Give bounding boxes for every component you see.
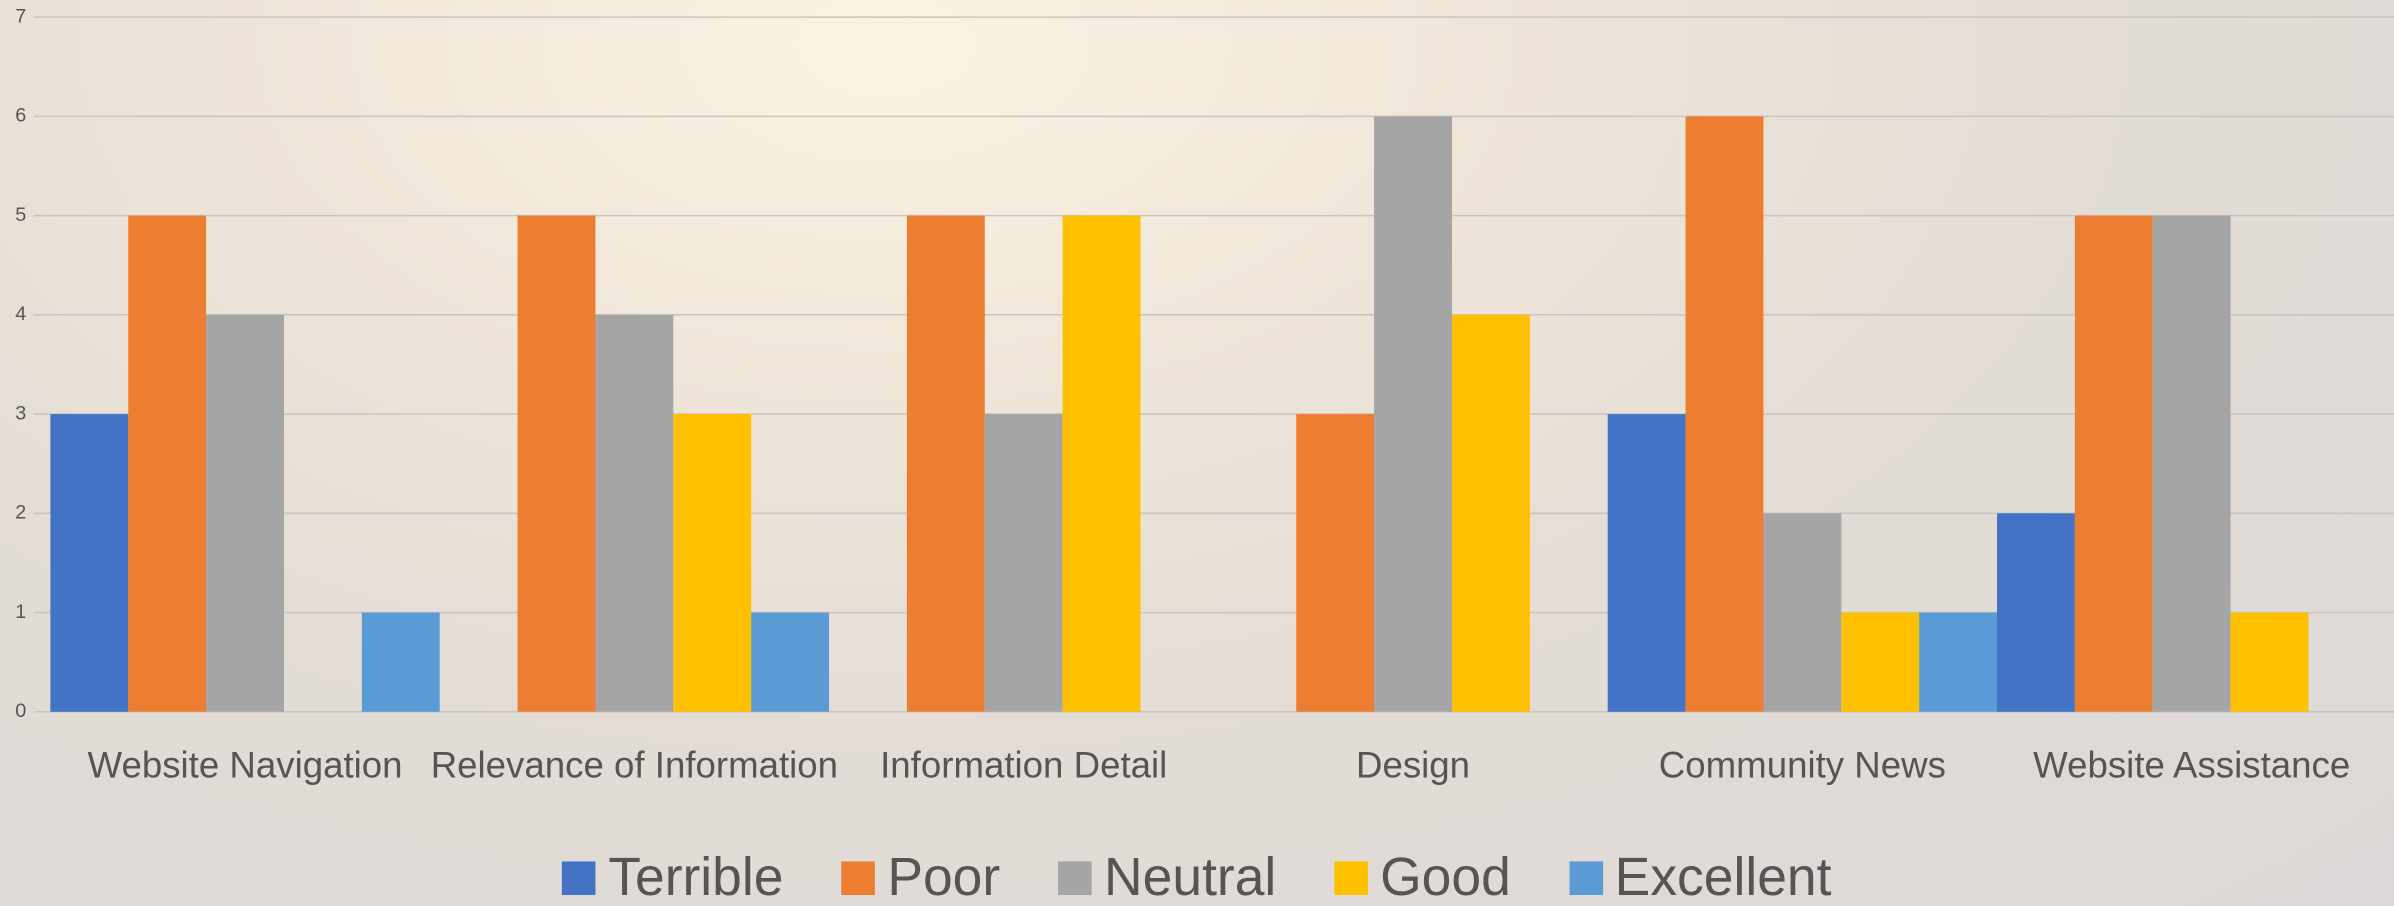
bar xyxy=(595,314,674,712)
bar xyxy=(1763,513,1842,712)
bar xyxy=(1607,414,1686,712)
bar xyxy=(1062,215,1141,712)
x-tick-label: Community News xyxy=(1658,745,1946,787)
x-tick-label: Relevance of Information xyxy=(430,745,839,787)
bar xyxy=(984,414,1063,712)
legend-item: Good xyxy=(1334,848,1511,906)
y-tick-label: 4 xyxy=(15,303,26,325)
bar xyxy=(1451,314,1530,712)
x-tick-label: Website Navigation xyxy=(87,745,403,787)
y-tick-label: 7 xyxy=(15,5,26,27)
bar xyxy=(1374,116,1452,712)
x-tick-label: Website Assistance xyxy=(2033,745,2351,787)
x-label-box: Relevance of Information xyxy=(430,745,839,787)
bar xyxy=(1685,116,1764,712)
x-tick-label: Information Detail xyxy=(880,745,1168,787)
y-tick-label: 0 xyxy=(15,700,26,722)
x-label-box: Website Navigation xyxy=(87,745,403,787)
x-label-box: Information Detail xyxy=(880,745,1168,787)
bar xyxy=(361,612,440,712)
bar xyxy=(50,414,129,712)
x-label-box: Community News xyxy=(1658,745,1946,787)
bar xyxy=(751,612,830,712)
legend-swatch xyxy=(1568,861,1603,896)
legend: Terrible Poor Neutral Good Excellent xyxy=(0,848,2394,906)
legend-item: Excellent xyxy=(1568,847,1832,906)
legend-item: Neutral xyxy=(1058,848,1276,906)
legend-item: Terrible xyxy=(562,847,784,906)
legend-label: Neutral xyxy=(1104,847,1277,906)
bar xyxy=(206,314,284,712)
legend-item: Poor xyxy=(841,847,1001,906)
bar xyxy=(1296,414,1375,712)
bar xyxy=(128,215,207,712)
bar xyxy=(1841,612,1920,712)
legend-swatch xyxy=(1058,861,1092,896)
legend-swatch xyxy=(841,861,876,896)
bar xyxy=(906,215,985,712)
legend-label: Poor xyxy=(887,847,1001,906)
bar xyxy=(1997,513,2075,712)
legend-label: Terrible xyxy=(608,847,784,906)
y-tick-label: 1 xyxy=(15,601,26,623)
x-label-box: Design xyxy=(1356,745,1471,787)
y-tick-label: 3 xyxy=(15,402,26,424)
x-label-box: Website Assistance xyxy=(2033,745,2351,787)
legend-label: Good xyxy=(1380,847,1511,906)
legend-swatch xyxy=(562,861,597,896)
bar xyxy=(673,414,752,712)
y-tick-label: 6 xyxy=(15,105,26,127)
y-tick-label: 2 xyxy=(15,502,26,524)
legend-swatch xyxy=(1334,861,1368,896)
bar xyxy=(2230,612,2309,712)
bar xyxy=(2074,215,2153,712)
legend-label: Excellent xyxy=(1614,847,1832,906)
legend-box: Terrible Poor Neutral Good Excellent xyxy=(0,848,2394,906)
x-tick-label: Design xyxy=(1356,745,1471,787)
y-tick-label: 5 xyxy=(15,204,26,226)
bar xyxy=(1919,612,1998,712)
bar xyxy=(2152,215,2231,712)
bar xyxy=(517,215,596,712)
